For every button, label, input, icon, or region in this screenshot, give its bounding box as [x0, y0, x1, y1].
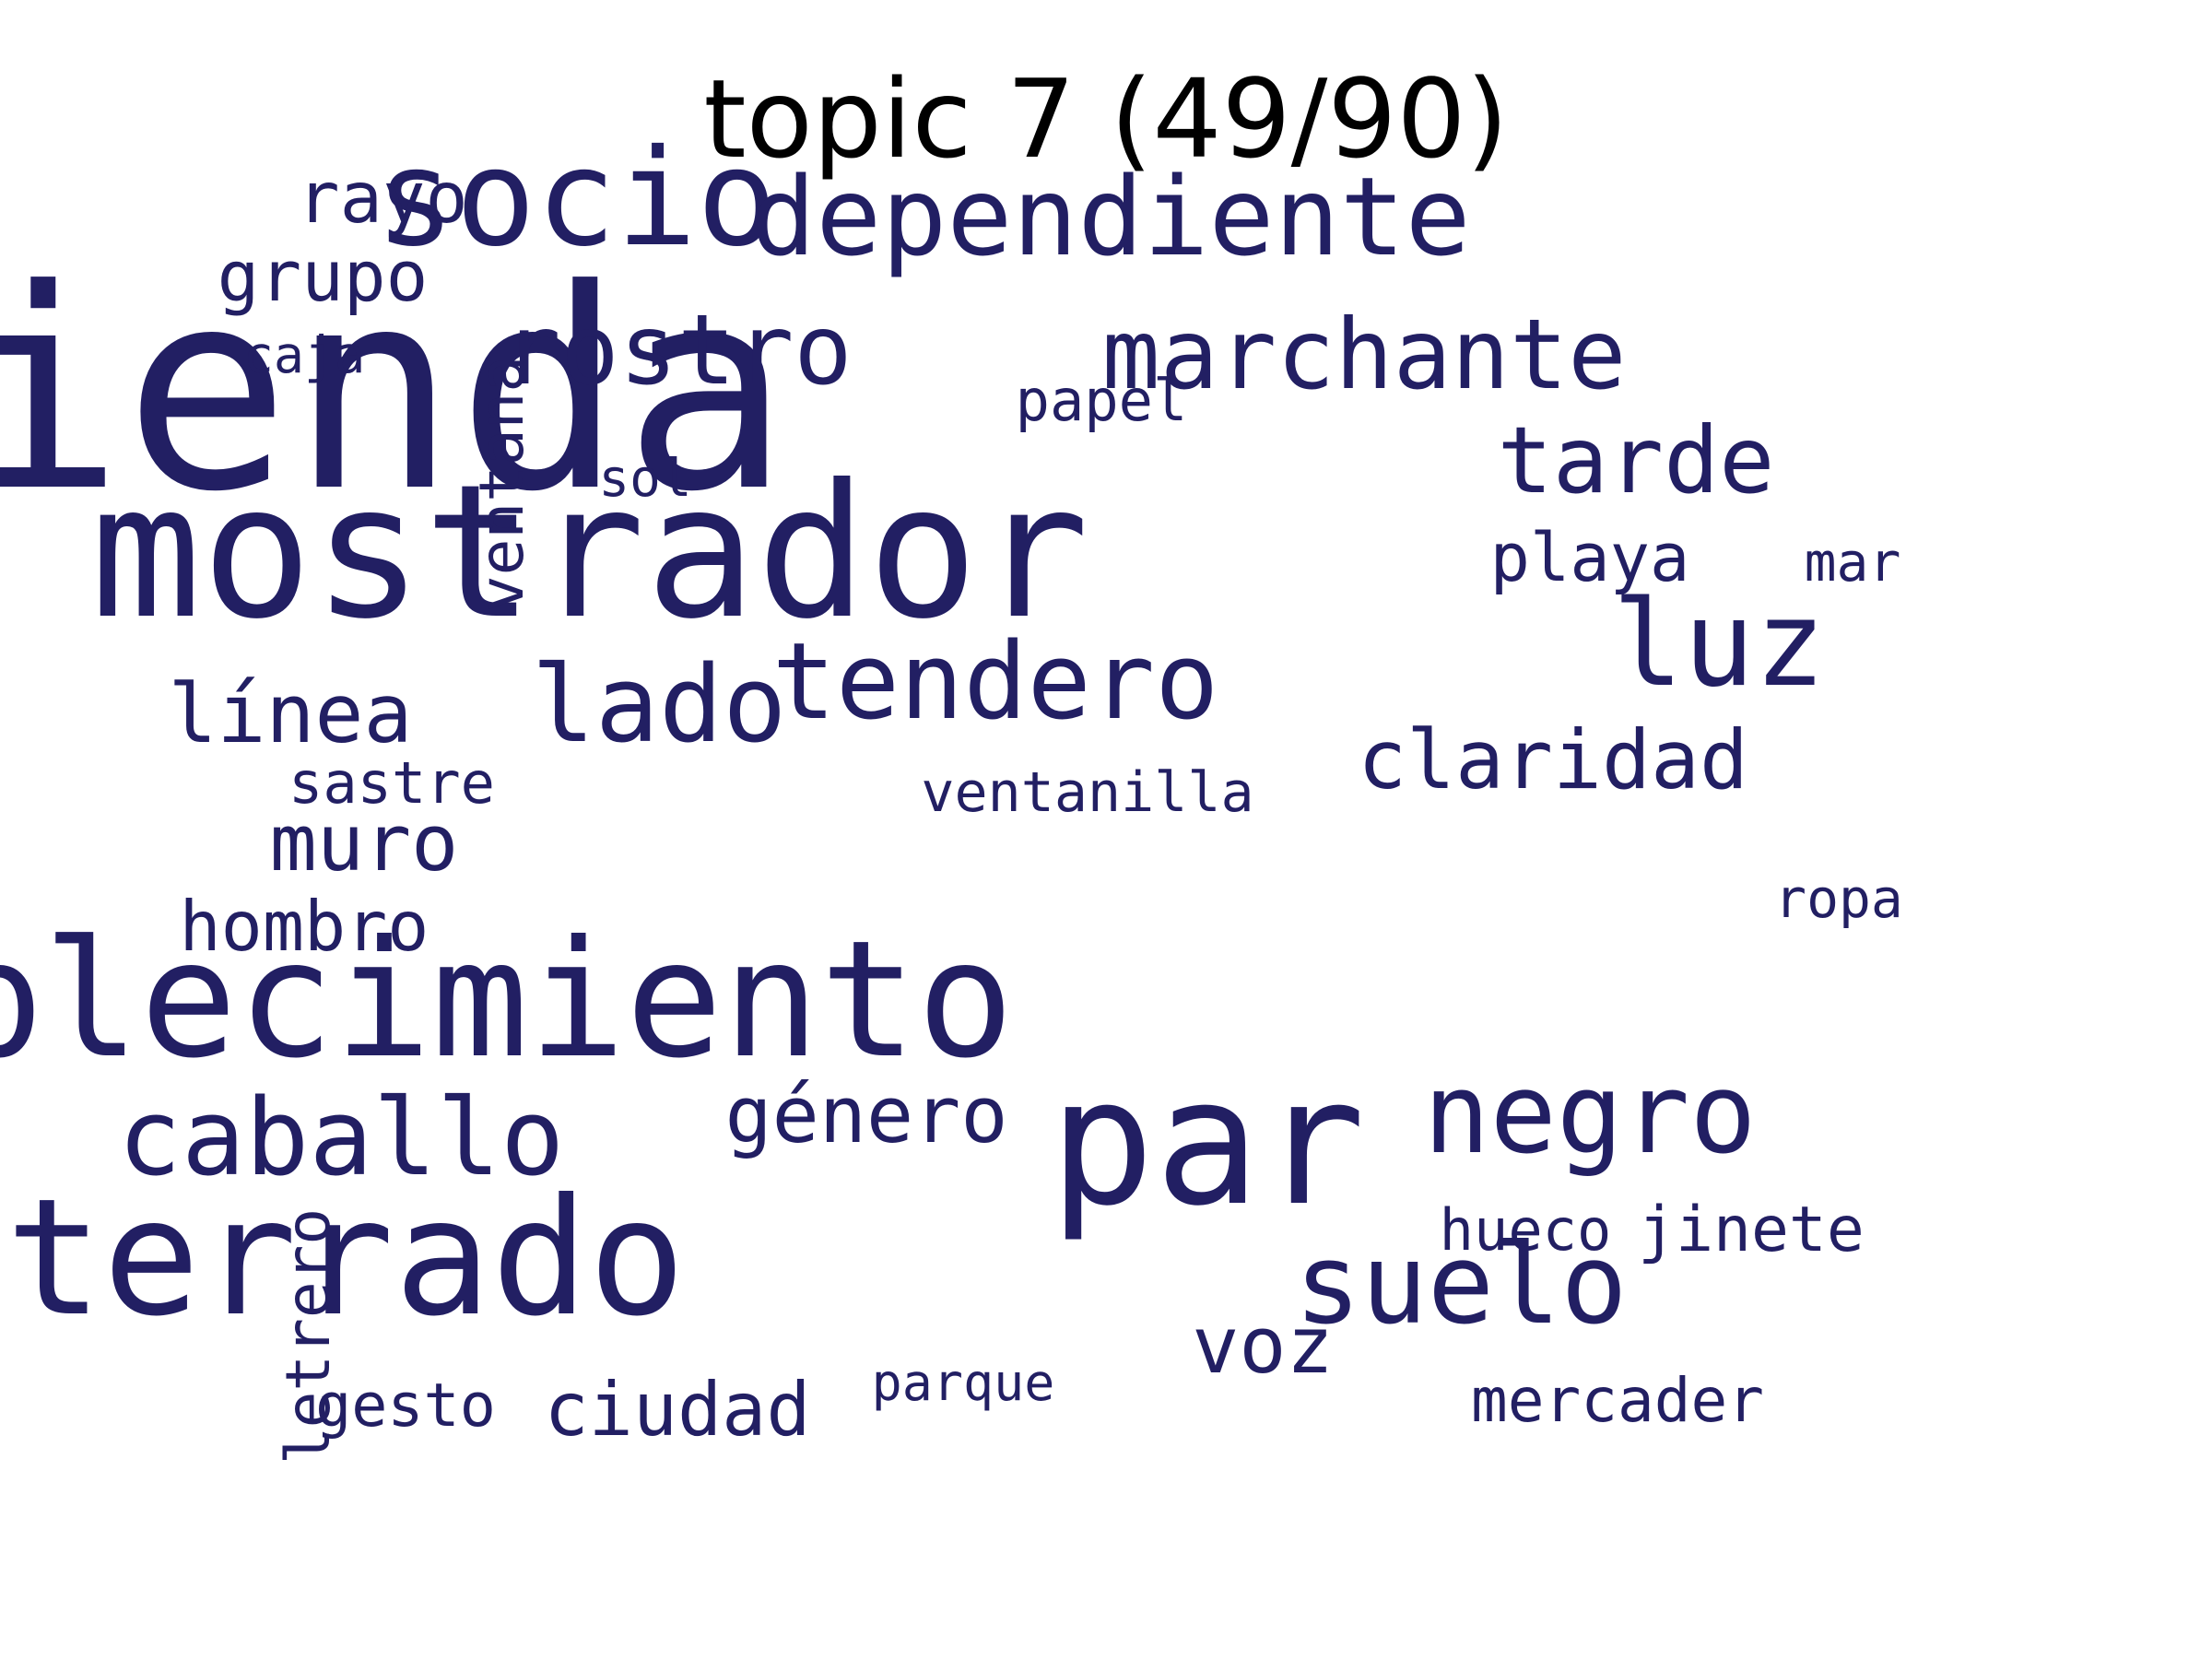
word-voz: voz: [1192, 1300, 1334, 1392]
word-letrero: letrero: [273, 1207, 344, 1465]
word-sastre: sastre: [288, 749, 495, 817]
word-papel: papel: [1015, 367, 1188, 434]
word-sol: sol: [598, 449, 692, 509]
word-playa: playa: [1489, 519, 1690, 596]
word-marchante: marchante: [1101, 298, 1627, 411]
word-tendero: tendero: [771, 619, 1219, 744]
word-socio: socio: [374, 120, 778, 276]
word-caballo: caballo: [117, 1076, 565, 1200]
word-hombro: hombro: [179, 885, 429, 967]
word-dependiente: dependiente: [750, 153, 1471, 280]
word-rostro: rostro: [502, 293, 853, 406]
word-negro: negro: [1423, 1051, 1757, 1179]
word-mostrador: mostrador: [90, 445, 1089, 660]
word-grupo: grupo: [217, 235, 429, 317]
word-mercader: mercader: [1471, 1365, 1764, 1436]
word-tienda: tienda: [0, 230, 790, 552]
word-mar: mar: [1804, 531, 1901, 594]
word-gesto: gesto: [315, 1371, 496, 1441]
word-ventanilla: ventanilla: [921, 760, 1254, 825]
word-rayo: rayo: [297, 157, 468, 240]
word-tarde: tarde: [1497, 406, 1775, 514]
word-ventana: ventana: [466, 355, 537, 613]
word-lado: lado: [531, 642, 787, 767]
word-hueco: hueco: [1439, 1196, 1612, 1264]
word-genero: género: [724, 1069, 1008, 1161]
word-terrado: terrado: [6, 1164, 686, 1352]
word-par: par: [1049, 1041, 1366, 1244]
word-caja: caja: [242, 324, 366, 384]
word-parque: parque: [871, 1352, 1055, 1412]
word-linea: línea: [168, 666, 413, 761]
chart-title: topic 7 (49/90): [703, 55, 1509, 182]
word-establecimiento: establecimiento: [0, 906, 1015, 1094]
word-luz: luz: [1612, 576, 1826, 713]
word-claridad: claridad: [1358, 712, 1748, 807]
word-jinete: jinete: [1638, 1194, 1865, 1266]
word-ropa: ropa: [1774, 867, 1903, 930]
word-suelo: suelo: [1294, 1221, 1628, 1349]
word-ciudad: ciudad: [544, 1367, 811, 1453]
word-muro: muro: [269, 797, 459, 889]
